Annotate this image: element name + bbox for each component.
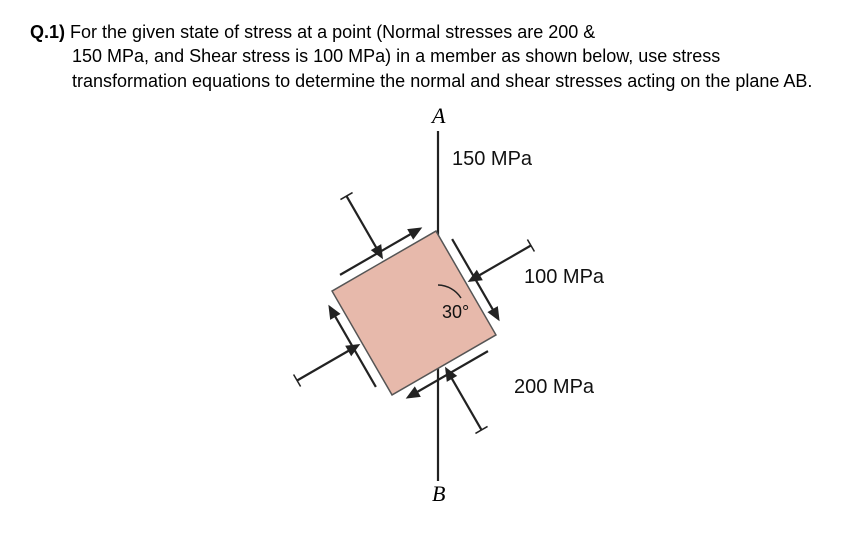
question-line1: For the given state of stress at a point… — [70, 22, 595, 42]
normal-left-arrow — [297, 349, 352, 381]
stress-element — [332, 231, 496, 395]
normal-bottom-tail — [475, 426, 487, 433]
normal-right-tail — [527, 239, 534, 251]
figure-container: A B 150 MPa — [30, 103, 837, 503]
label-b: B — [432, 481, 445, 503]
normal-right-arrow — [476, 245, 531, 277]
normal-bottom-arrow — [450, 375, 482, 430]
question-block: Q.1) For the given state of stress at a … — [30, 20, 837, 93]
shear-label: 100 MPa — [524, 266, 605, 288]
shear-right-head — [487, 306, 504, 324]
stress-top-label: 150 MPa — [452, 148, 533, 170]
stress-element-group — [229, 128, 598, 497]
question-rest: 150 MPa, and Shear stress is 100 MPa) in… — [72, 44, 837, 93]
shear-left-head — [323, 302, 340, 320]
angle-label: 30° — [442, 302, 469, 322]
normal-right-label: 200 MPa — [514, 376, 595, 398]
question-label: Q.1) — [30, 22, 65, 42]
normal-left-tail — [293, 374, 300, 386]
label-a: A — [430, 103, 446, 128]
normal-top-tail — [340, 192, 352, 199]
shear-top-head — [407, 222, 425, 239]
normal-top-arrow — [346, 196, 378, 251]
shear-bottom-head — [402, 386, 420, 403]
stress-diagram: A B 150 MPa — [214, 103, 654, 503]
